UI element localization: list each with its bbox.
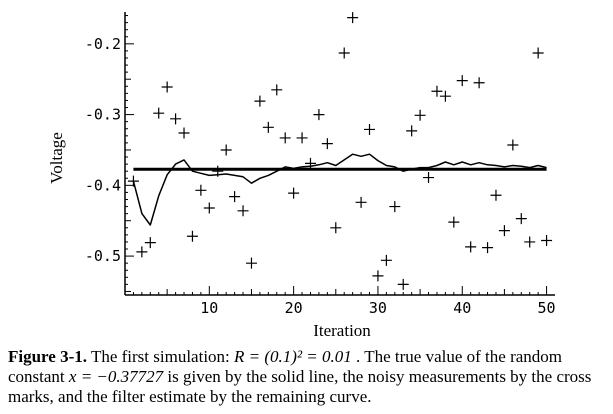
measurement-point: [397, 278, 409, 290]
measurement-point: [541, 235, 553, 247]
measurement-point: [456, 75, 468, 87]
measurement-point: [170, 113, 182, 125]
filter-estimate-layer: [132, 153, 547, 226]
measurement-point: [431, 85, 443, 97]
measurement-point: [330, 222, 342, 234]
measurement-point: [515, 213, 527, 225]
filter-estimate-line: [132, 153, 547, 226]
measurement-point: [338, 47, 350, 59]
measurement-point: [237, 205, 249, 217]
measurement-point: [347, 12, 359, 24]
measurement-point: [321, 138, 333, 150]
chart: 10 20 30 40 50 -0.2 -0.3 -0.4 -0.5 Iteration Vo…: [47, 12, 556, 340]
y-tick-label: -0.2: [85, 35, 121, 53]
measurement-point: [254, 95, 266, 107]
caption-math-2: x = −0.37727: [68, 367, 164, 386]
measurement-point: [279, 132, 291, 144]
measurement-point: [245, 257, 257, 269]
x-tick-label: 20: [285, 299, 303, 317]
measurement-point: [203, 202, 215, 214]
figure-caption: Figure 3-1. The first simulation: R = (0…: [8, 347, 608, 407]
y-ticks: -0.2 -0.3 -0.4 -0.5: [85, 15, 134, 292]
x-tick-label: 30: [369, 299, 387, 317]
measurements-layer: [127, 12, 553, 290]
measurement-point: [355, 196, 367, 208]
caption-text-3: is given by the solid line, the noisy me…: [8, 367, 592, 406]
measurement-point: [178, 127, 190, 139]
x-tick-label: 10: [200, 299, 218, 317]
y-tick-label: -0.3: [85, 106, 121, 124]
x-tick-label: 50: [538, 299, 556, 317]
measurement-point: [195, 184, 207, 196]
measurement-point: [313, 109, 325, 121]
measurement-point: [144, 237, 156, 249]
measurement-point: [473, 77, 485, 89]
measurement-point: [127, 175, 139, 187]
measurement-point: [220, 144, 232, 156]
measurement-point: [136, 246, 148, 258]
measurement-point: [406, 125, 418, 137]
measurement-point: [161, 81, 173, 93]
measurement-point: [229, 191, 241, 203]
measurement-point: [482, 242, 494, 254]
measurement-point: [532, 47, 544, 59]
measurement-point: [186, 230, 198, 242]
measurement-point: [448, 216, 460, 228]
y-axis-title: Voltage: [47, 132, 66, 184]
y-tick-label: -0.4: [85, 176, 121, 194]
measurement-point: [414, 109, 426, 121]
measurement-point: [212, 165, 224, 177]
measurement-point: [262, 121, 274, 133]
measurement-point: [271, 84, 283, 96]
measurement-point: [288, 187, 300, 199]
caption-text-2: . The true value of the random constant: [8, 347, 563, 386]
measurement-point: [153, 107, 165, 119]
measurement-point: [380, 254, 392, 266]
caption-text-1: The first simulation:: [87, 347, 235, 366]
measurement-point: [490, 189, 502, 201]
measurement-point: [507, 139, 519, 151]
measurement-point: [304, 157, 316, 169]
measurement-point: [465, 241, 477, 253]
measurement-point: [439, 90, 451, 102]
measurement-point: [498, 225, 510, 237]
measurement-point: [389, 201, 401, 213]
x-ticks: 10 20 30 40 50: [132, 286, 556, 317]
caption-label: Figure 3-1.: [8, 347, 88, 366]
measurement-point: [524, 236, 536, 248]
measurement-point: [423, 172, 435, 184]
caption-math-1: R = (0.1)² = 0.01: [234, 347, 352, 366]
x-tick-label: 40: [453, 299, 471, 317]
axes: [124, 12, 555, 296]
measurement-point: [364, 123, 376, 135]
y-tick-label: -0.5: [85, 247, 121, 265]
measurement-point: [372, 270, 384, 282]
x-axis-title: Iteration: [313, 321, 371, 340]
measurement-point: [296, 132, 308, 144]
